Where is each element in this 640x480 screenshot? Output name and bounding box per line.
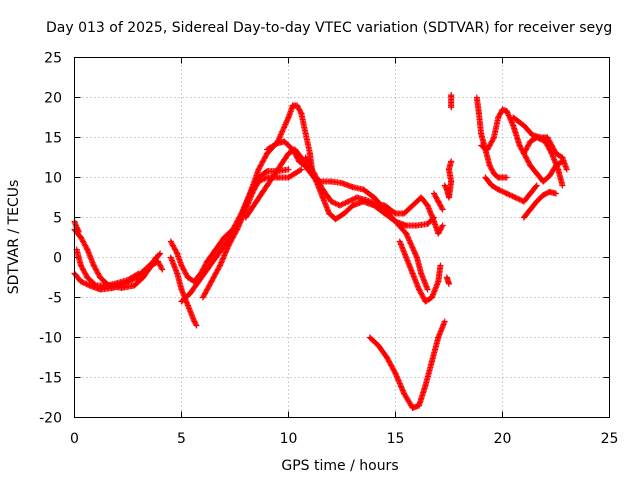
series-arc-21: [520, 134, 566, 189]
data-point: [75, 228, 82, 235]
data-point: [285, 166, 292, 173]
series-arc-18: [478, 106, 566, 185]
data-point: [192, 321, 199, 328]
series-arc-16: [441, 92, 455, 287]
series-arc-12: [302, 154, 446, 237]
y-tick-label: -20: [39, 411, 62, 427]
data-point: [437, 262, 444, 269]
data-point: [83, 245, 90, 252]
data-point: [391, 369, 398, 376]
data-point: [532, 183, 539, 190]
data-point: [233, 227, 240, 234]
data-point: [157, 250, 164, 257]
y-tick-label: 10: [44, 171, 62, 187]
x-tick-label: 5: [177, 431, 186, 447]
data-point: [448, 158, 455, 165]
y-tick-label: 25: [44, 51, 62, 67]
data-point: [448, 92, 455, 99]
y-axis-label: SDTVAR / TECUs: [6, 180, 22, 295]
data-point: [134, 271, 141, 278]
data-point: [262, 169, 269, 176]
x-tick-label: 15: [387, 431, 405, 447]
y-tick-label: -10: [39, 331, 62, 347]
data-point: [503, 174, 510, 181]
series-arc-03: [73, 246, 142, 289]
data-point: [438, 223, 445, 230]
data-point: [158, 265, 165, 272]
x-tick-label: 20: [494, 431, 512, 447]
data-point: [156, 251, 163, 258]
series-arc-15: [431, 190, 446, 213]
tick-labels: 0 5 10 15 20 25 -20 -15 -10 -5 0 5 10 15 20 25: [39, 51, 618, 448]
plot-frame: [74, 57, 610, 418]
y-tick-label: 5: [53, 211, 62, 227]
data-point: [173, 249, 180, 256]
data-point: [439, 222, 446, 229]
y-tick-label: -5: [48, 291, 62, 307]
data-point: [533, 182, 540, 189]
series-arc-22: [520, 188, 559, 221]
data-point: [553, 190, 559, 197]
x-tick-label: 10: [280, 431, 298, 447]
data-point: [297, 167, 304, 174]
data-point: [391, 209, 398, 216]
data-point: [548, 149, 555, 156]
data-point: [563, 166, 570, 173]
data-point: [439, 206, 446, 213]
data-point: [438, 205, 445, 212]
data-point: [297, 109, 304, 116]
series-arc-06: [167, 166, 292, 285]
data-point: [443, 185, 450, 192]
axis-ticks: [74, 57, 610, 418]
data-point: [559, 182, 566, 189]
x-tick-label: 0: [70, 431, 79, 447]
data-point: [193, 322, 200, 329]
series-arc-05: [139, 258, 166, 277]
series-arc-01: [71, 226, 159, 291]
grid: [74, 57, 610, 418]
chart-title: Day 013 of 2025, Sidereal Day-to-day VTE…: [46, 20, 612, 36]
series-arc-04: [71, 218, 82, 235]
y-tick-label: 0: [53, 251, 62, 267]
series-arc-19: [482, 174, 540, 205]
data-point: [159, 266, 166, 273]
data-point: [298, 166, 305, 173]
series-arc-09: [199, 166, 305, 301]
x-tick-label: 25: [601, 431, 619, 447]
y-tick-label: -15: [39, 371, 62, 387]
series-arc-14: [366, 318, 448, 411]
data-point: [424, 286, 431, 293]
series-arc-13: [396, 238, 444, 305]
x-axis-label: GPS time / hours: [281, 458, 398, 474]
series-arc-07: [167, 254, 200, 329]
data-point: [446, 280, 452, 287]
y-tick-label: 20: [44, 91, 62, 107]
data-point: [490, 135, 497, 142]
data-point: [216, 263, 223, 270]
data-points: [71, 92, 570, 411]
data-point: [273, 140, 280, 147]
data-point: [441, 318, 448, 325]
y-tick-label: 15: [44, 131, 62, 147]
